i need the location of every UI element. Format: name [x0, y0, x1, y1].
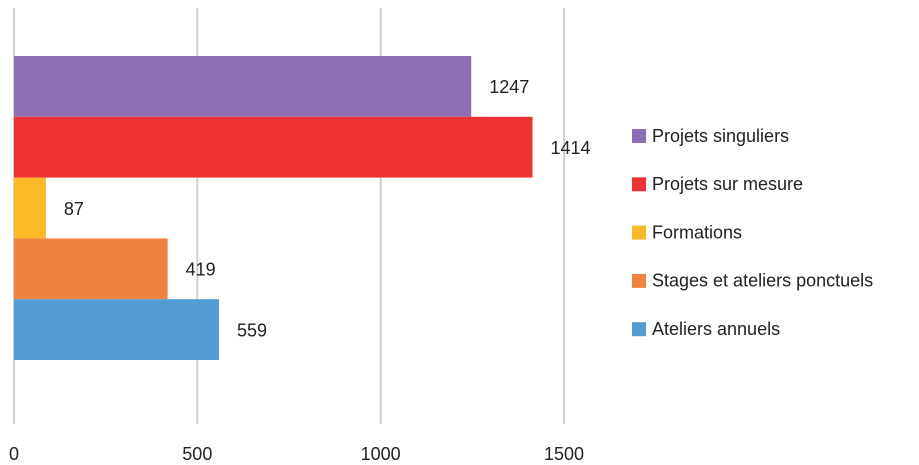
x-tick-label: 1000 — [361, 444, 401, 464]
x-tick-label: 500 — [182, 444, 212, 464]
bar — [14, 238, 168, 300]
value-label: 419 — [186, 260, 216, 280]
x-tick-label: 1500 — [544, 444, 584, 464]
value-label: 559 — [237, 320, 267, 340]
legend-label: Projets singuliers — [652, 126, 789, 146]
legend-label: Ateliers annuels — [652, 319, 780, 339]
bar — [14, 299, 219, 360]
value-label: 1247 — [489, 77, 529, 97]
legend-swatch — [632, 322, 646, 337]
x-tick-label: 0 — [9, 444, 19, 464]
value-label: 1414 — [550, 138, 590, 158]
legend-swatch — [632, 225, 646, 240]
legend-swatch — [632, 177, 646, 192]
value-label: 87 — [64, 199, 84, 219]
bar — [14, 56, 472, 117]
legend-label: Formations — [652, 222, 742, 242]
legend-swatch — [632, 129, 646, 143]
legend-label: Projets sur mesure — [652, 174, 803, 194]
legend-label: Stages et ateliers ponctuels — [652, 271, 873, 291]
bar — [14, 116, 533, 178]
legend-swatch — [632, 273, 646, 288]
bar — [14, 177, 46, 239]
